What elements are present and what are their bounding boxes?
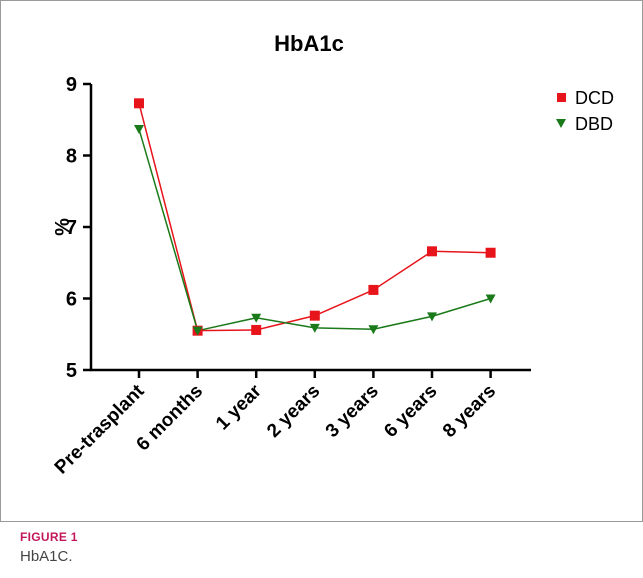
point-dbd	[368, 325, 379, 335]
legend-marker-dcd	[557, 93, 566, 102]
point-dcd	[368, 284, 379, 295]
y-tick-label: 7	[66, 217, 77, 239]
figure-caption: HbA1C.	[20, 548, 73, 565]
point-dbd	[134, 125, 144, 135]
x-tick-label: 2 years	[263, 381, 324, 442]
legend: DCD DBD	[556, 88, 614, 134]
x-tick-label: 6 years	[380, 381, 441, 442]
point-dbd	[192, 326, 203, 336]
chart-frame: HbA1c % 5 6 7 8 9 Pre-trasplant 6 months 1 year…	[0, 0, 643, 522]
point-dcd	[134, 98, 144, 109]
y-tick-label: 9	[66, 74, 77, 96]
x-tick-label: 1 year	[212, 380, 266, 434]
point-dbd	[485, 294, 496, 304]
series-line-dcd	[138, 103, 491, 332]
point-dcd	[309, 310, 320, 321]
point-dcd	[427, 246, 437, 257]
y-tick-label: 6	[66, 289, 77, 311]
x-tick-label: 8 years	[439, 381, 500, 442]
legend-label-dbd: DBD	[575, 114, 613, 134]
point-dbd	[427, 312, 437, 322]
y-tick-label: 8	[66, 146, 77, 168]
legend-label-dcd: DCD	[575, 88, 614, 108]
series-group	[134, 98, 496, 336]
series-line-dbd	[138, 128, 491, 332]
chart-title: HbA1c	[274, 31, 344, 56]
point-dcd	[485, 247, 496, 258]
y-tick-label: 5	[66, 360, 77, 382]
figure-label: FIGURE 1	[20, 530, 78, 544]
x-tick-label: 3 years	[322, 381, 383, 442]
point-dcd	[251, 324, 262, 335]
point-dbd	[309, 323, 320, 333]
x-tick-label: Pre-trasplant	[51, 380, 149, 478]
point-dbd	[251, 313, 262, 323]
legend-marker-dbd	[556, 119, 566, 128]
y-axis-label: %	[52, 218, 74, 236]
